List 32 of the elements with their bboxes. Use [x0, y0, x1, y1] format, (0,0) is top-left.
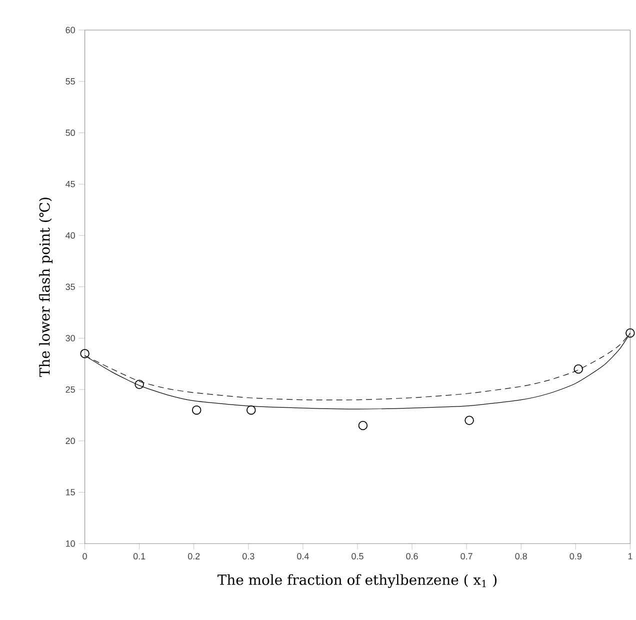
y-tick-label: 50 — [66, 129, 75, 136]
y-tick-label: 25 — [66, 386, 75, 392]
x-tick-label: 1 — [628, 552, 632, 560]
y-tick-label: 20 — [66, 438, 75, 444]
point — [134, 380, 144, 389]
y-tick-label: 15 — [66, 488, 75, 496]
x-tick-label: 0.7 — [460, 552, 472, 560]
point — [464, 416, 474, 425]
y-tick-label: 45 — [66, 180, 75, 188]
x-tick-label: 0.5 — [352, 552, 364, 560]
point — [626, 328, 635, 338]
y-tick-label: 40 — [66, 232, 75, 238]
point — [358, 420, 368, 430]
y-tick-label: 60 — [66, 26, 75, 34]
x-tick-label: 0.9 — [570, 552, 582, 560]
point — [80, 348, 90, 358]
y-tick-label: 55 — [66, 78, 75, 84]
x-tick-label: 0.6 — [406, 552, 418, 560]
x-tick-label: 0 — [82, 552, 87, 560]
y-axis-title: The lower flash point (℃) — [39, 198, 53, 377]
x-tick-label: 0.8 — [515, 552, 527, 560]
x-axis-title: The mole fraction of ethylbenzene ( x$_{1}$ ) — [218, 574, 497, 588]
x-tick-label: 0.2 — [188, 552, 200, 560]
y-tick-label: 10 — [66, 540, 75, 547]
x-tick-label: 0.1 — [133, 552, 146, 560]
point — [246, 405, 256, 414]
x-tick-label: 0.3 — [242, 552, 254, 560]
x-tick-label: 0.4 — [297, 552, 309, 560]
point — [574, 364, 584, 374]
y-tick-label: 30 — [66, 334, 75, 342]
y-tick-label: 35 — [66, 283, 75, 290]
point — [192, 405, 202, 414]
